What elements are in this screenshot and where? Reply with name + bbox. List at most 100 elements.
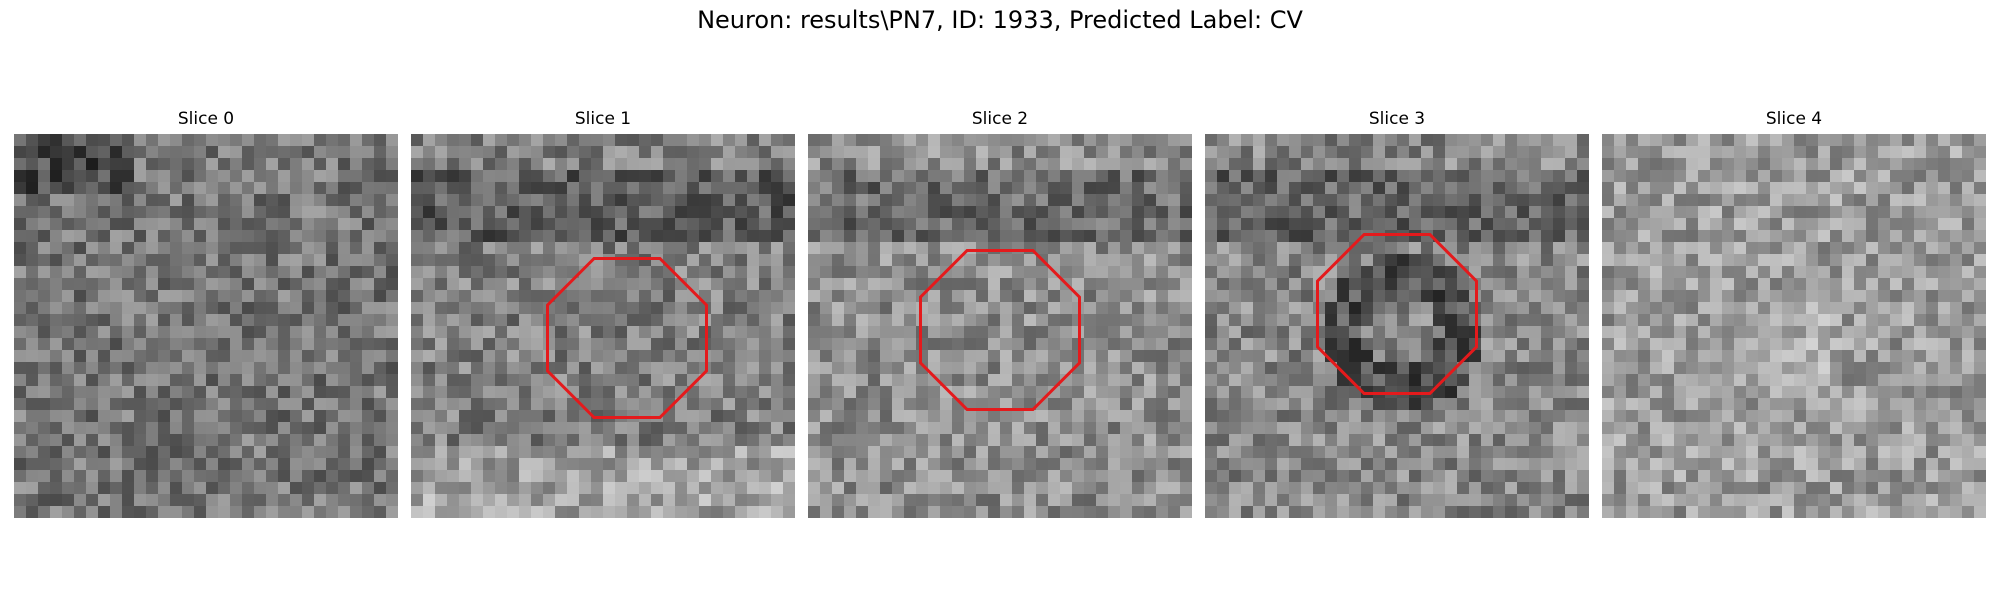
pixel (1012, 434, 1025, 447)
pixel (1602, 458, 1615, 471)
pixel (1265, 146, 1278, 159)
pixel (362, 242, 375, 255)
pixel (459, 266, 472, 279)
pixel (820, 170, 833, 183)
pixel (1553, 218, 1566, 231)
pixel (904, 506, 917, 518)
pixel (651, 194, 664, 207)
pixel (1084, 338, 1097, 351)
pixel (1782, 194, 1795, 207)
pixel (808, 254, 821, 267)
pixel (1794, 338, 1807, 351)
pixel (651, 230, 664, 243)
pixel (14, 134, 27, 147)
pixel (567, 194, 580, 207)
pixel (1782, 398, 1795, 411)
pixel (687, 458, 700, 471)
pixel (1289, 314, 1302, 327)
pixel (158, 422, 171, 435)
pixel (386, 230, 398, 243)
pixel (86, 386, 99, 399)
pixel (182, 266, 195, 279)
pixel (1241, 350, 1254, 363)
pixel (1205, 146, 1218, 159)
pixel (1710, 410, 1723, 423)
pixel (1168, 314, 1181, 327)
pixel (928, 206, 941, 219)
pixel (1698, 410, 1711, 423)
pixel (1758, 386, 1771, 399)
pixel (350, 446, 363, 459)
pixel (687, 182, 700, 195)
pixel (122, 362, 135, 375)
pixel (266, 194, 279, 207)
pixel (1361, 422, 1374, 435)
pixel (1974, 326, 1986, 339)
pixel (1096, 242, 1109, 255)
pixel (1373, 194, 1386, 207)
pixel (940, 386, 953, 399)
pixel (699, 134, 712, 147)
pixel (302, 326, 315, 339)
pixel (1265, 434, 1278, 447)
pixel (1734, 218, 1747, 231)
pixel (1782, 386, 1795, 399)
pixel (1180, 398, 1192, 411)
pixel (74, 146, 87, 159)
pixel (146, 494, 159, 507)
pixel (122, 230, 135, 243)
pixel (1421, 134, 1434, 147)
pixel (880, 158, 893, 171)
pixel (856, 290, 869, 303)
pixel (1000, 350, 1013, 363)
pixel (1301, 494, 1314, 507)
pixel (146, 422, 159, 435)
pixel (1301, 482, 1314, 495)
pixel (1168, 230, 1181, 243)
pixel (1782, 314, 1795, 327)
pixel (242, 182, 255, 195)
pixel (1325, 146, 1338, 159)
pixel (1541, 218, 1554, 231)
pixel (170, 218, 183, 231)
pixel (110, 206, 123, 219)
pixel (603, 386, 616, 399)
pixel (290, 134, 303, 147)
pixel (1265, 206, 1278, 219)
pixel (1241, 146, 1254, 159)
pixel (627, 254, 640, 267)
pixel (1553, 242, 1566, 255)
pixel (386, 254, 398, 267)
pixel (1626, 338, 1639, 351)
pixel (74, 254, 87, 267)
pixel (928, 398, 941, 411)
pixel (1638, 410, 1651, 423)
pixel (1168, 194, 1181, 207)
pixel (1168, 506, 1181, 518)
pixel (1433, 362, 1446, 375)
pixel (723, 194, 736, 207)
pixel (976, 410, 989, 423)
pixel (1505, 170, 1518, 183)
pixel (1361, 194, 1374, 207)
pixel (639, 374, 652, 387)
pixel (471, 290, 484, 303)
pixel (1878, 146, 1891, 159)
pixel (1120, 398, 1133, 411)
pixel (1854, 446, 1867, 459)
pixel (74, 386, 87, 399)
pixel (122, 242, 135, 255)
pixel (1349, 350, 1362, 363)
pixel (471, 470, 484, 483)
pixel (1806, 374, 1819, 387)
pixel (435, 266, 448, 279)
pixel (771, 302, 784, 315)
pixel (1493, 170, 1506, 183)
pixel (1180, 146, 1192, 159)
pixel (1782, 338, 1795, 351)
pixel (1950, 338, 1963, 351)
pixel (1205, 494, 1218, 507)
pixel (182, 254, 195, 267)
pixel (711, 206, 724, 219)
pixel (1806, 230, 1819, 243)
